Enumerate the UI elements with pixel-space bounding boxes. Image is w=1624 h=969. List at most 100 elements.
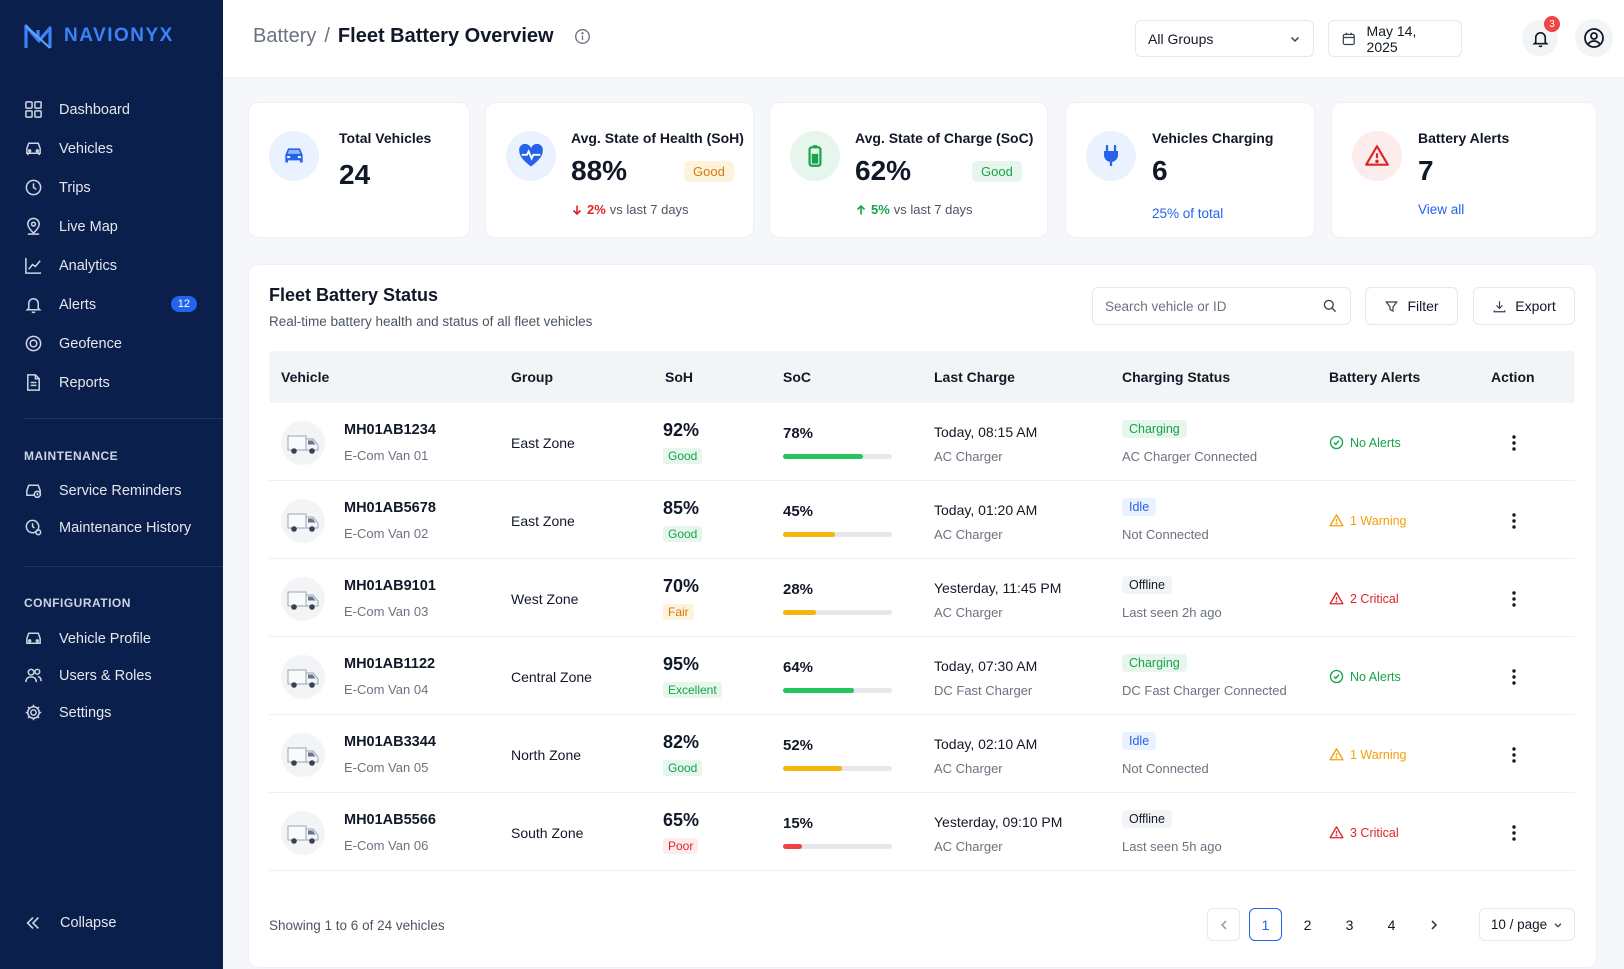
collapse-button[interactable]: Collapse [24, 914, 116, 932]
panel-title: Fleet Battery Status [269, 285, 439, 305]
column-header[interactable]: Charging Status [1122, 369, 1231, 385]
sidebar-item-geofence[interactable]: Geofence [12, 324, 211, 363]
page-button-2[interactable]: 2 [1303, 916, 1312, 933]
search-input[interactable]: Search vehicle or ID [1092, 287, 1351, 325]
kebab-menu-icon [1512, 669, 1516, 685]
last-charge-time: Yesterday, 11:45 PM [934, 580, 1062, 596]
table-row[interactable]: MH01AB3344 E-Com Van 05 North Zone 82% Good 5… [269, 715, 1575, 793]
table-row[interactable]: MH01AB5566 E-Com Van 06 South Zone 65% Poor 1… [269, 793, 1575, 871]
kebab-menu-icon [1512, 825, 1516, 841]
row-actions-button[interactable] [1502, 431, 1526, 455]
table-row[interactable]: MH01AB9101 E-Com Van 03 West Zone 70% Fair 28… [269, 559, 1575, 637]
van-thumbnail [281, 499, 325, 543]
charging-percent-link[interactable]: 25% of total [1152, 206, 1224, 221]
sidebar-item-vehicles[interactable]: Vehicles [12, 129, 211, 168]
soh-status-pill: Fair [663, 604, 694, 620]
vehicle-id[interactable]: MH01AB3344 [344, 734, 436, 750]
table-row[interactable]: MH01AB1234 E-Com Van 01 East Zone 92% Good 78… [269, 403, 1575, 481]
group-select[interactable]: All Groups [1135, 20, 1314, 57]
sidebar: NAVIONYX Dashboard Vehicles Trips Live M… [0, 0, 223, 969]
row-actions-button[interactable] [1502, 665, 1526, 689]
kpi-title: Battery Alerts [1418, 130, 1510, 146]
kebab-menu-icon [1512, 591, 1516, 607]
export-button[interactable]: Export [1473, 287, 1575, 325]
plug-icon [1086, 131, 1136, 181]
row-actions-button[interactable] [1502, 587, 1526, 611]
sidebar-item-reports[interactable]: Reports [12, 363, 211, 402]
battery-alert-status[interactable]: 1 Warning [1329, 747, 1407, 762]
sidebar-item-settings[interactable]: Settings [12, 694, 211, 731]
row-actions-button[interactable] [1502, 743, 1526, 767]
battery-alert-status[interactable]: 3 Critical [1329, 825, 1399, 840]
kpi-title: Total Vehicles [339, 130, 432, 146]
chevron-down-icon [1554, 922, 1562, 928]
kpi-value: 24 [339, 159, 371, 190]
column-header[interactable]: SoH [665, 369, 693, 385]
battery-alert-status[interactable]: 2 Critical [1329, 591, 1399, 606]
date-picker[interactable]: May 14, 2025 [1328, 20, 1462, 57]
arrow-up-icon [856, 204, 866, 214]
battery-alert-status[interactable]: 1 Warning [1329, 513, 1407, 528]
soh-value: 65% [663, 810, 700, 830]
user-avatar-button[interactable] [1575, 19, 1613, 57]
column-header[interactable]: Group [511, 369, 553, 385]
vehicle-id[interactable]: MH01AB1234 [344, 422, 436, 438]
kebab-menu-icon [1512, 747, 1516, 763]
row-actions-button[interactable] [1502, 821, 1526, 845]
prev-page-button[interactable] [1207, 908, 1240, 941]
sidebar-item-maintenance-history[interactable]: Maintenance History [12, 509, 211, 546]
sidebar-item-dashboard[interactable]: Dashboard [12, 90, 211, 129]
column-header[interactable]: Action [1491, 369, 1535, 385]
battery-alert-label: No Alerts [1350, 669, 1401, 684]
vehicle-name: E-Com Van 02 [344, 526, 429, 541]
page-button-1[interactable]: 1 [1249, 908, 1282, 941]
table-row[interactable]: MH01AB5678 E-Com Van 02 East Zone 85% Good 45… [269, 481, 1575, 559]
sidebar-item-service-reminders[interactable]: Service Reminders [12, 472, 211, 509]
filter-button[interactable]: Filter [1365, 287, 1458, 325]
notifications-button[interactable]: 3 [1522, 16, 1560, 56]
column-header[interactable]: Battery Alerts [1329, 369, 1421, 385]
sidebar-item-trips[interactable]: Trips [12, 168, 211, 207]
table-row[interactable]: MH01AB1122 E-Com Van 04 Central Zone 95% Exc… [269, 637, 1575, 715]
group-select-value: All Groups [1148, 30, 1214, 47]
navionyx-logo-icon [24, 24, 52, 49]
soc-delta-value: 5% [871, 202, 890, 217]
sidebar-item-vehicle-profile[interactable]: Vehicle Profile [12, 620, 211, 657]
sidebar-item-label: Vehicles [59, 140, 114, 157]
sidebar-item-alerts[interactable]: Alerts 12 [12, 285, 211, 324]
battery-alert-status[interactable]: No Alerts [1329, 669, 1401, 684]
vehicle-group: South Zone [511, 825, 584, 841]
sidebar-item-users-roles[interactable]: Users & Roles [12, 657, 211, 694]
vehicle-id[interactable]: MH01AB9101 [344, 578, 436, 594]
column-header[interactable]: SoC [783, 369, 811, 385]
column-header[interactable]: Last Charge [934, 369, 1015, 385]
sidebar-item-live-map[interactable]: Live Map [12, 207, 211, 246]
vehicle-id[interactable]: MH01AB5678 [344, 500, 436, 516]
view-all-alerts-link[interactable]: View all [1418, 202, 1465, 217]
sidebar-item-label: Trips [59, 179, 91, 196]
sidebar-item-analytics[interactable]: Analytics [12, 246, 211, 285]
battery-alert-status[interactable]: No Alerts [1329, 435, 1401, 450]
breadcrumb-parent[interactable]: Battery [253, 25, 317, 47]
info-icon[interactable] [574, 28, 591, 45]
brand-name: NAVIONYX [64, 25, 174, 46]
last-charge-time: Yesterday, 09:10 PM [934, 814, 1063, 830]
soc-value: 52% [783, 737, 814, 754]
per-page-select[interactable]: 10 / page [1479, 908, 1575, 941]
vehicle-id[interactable]: MH01AB1122 [344, 656, 436, 672]
vehicle-id[interactable]: MH01AB5566 [344, 812, 436, 828]
check-circle-icon [1329, 435, 1344, 450]
next-page-button[interactable] [1417, 908, 1450, 941]
row-actions-button[interactable] [1502, 509, 1526, 533]
last-charge-time: Today, 08:15 AM [934, 424, 1038, 440]
charger-type: AC Charger [934, 449, 1003, 464]
van-thumbnail [281, 421, 325, 465]
download-icon [1493, 300, 1506, 312]
sidebar-item-label: Live Map [59, 218, 118, 235]
page-button-4[interactable]: 4 [1387, 916, 1396, 933]
charging-status-detail: DC Fast Charger Connected [1122, 683, 1287, 698]
column-header[interactable]: Vehicle [281, 369, 330, 385]
page-button-3[interactable]: 3 [1345, 916, 1354, 933]
charging-status-pill: Charging [1122, 654, 1187, 672]
brand-logo[interactable]: NAVIONYX [24, 22, 174, 50]
